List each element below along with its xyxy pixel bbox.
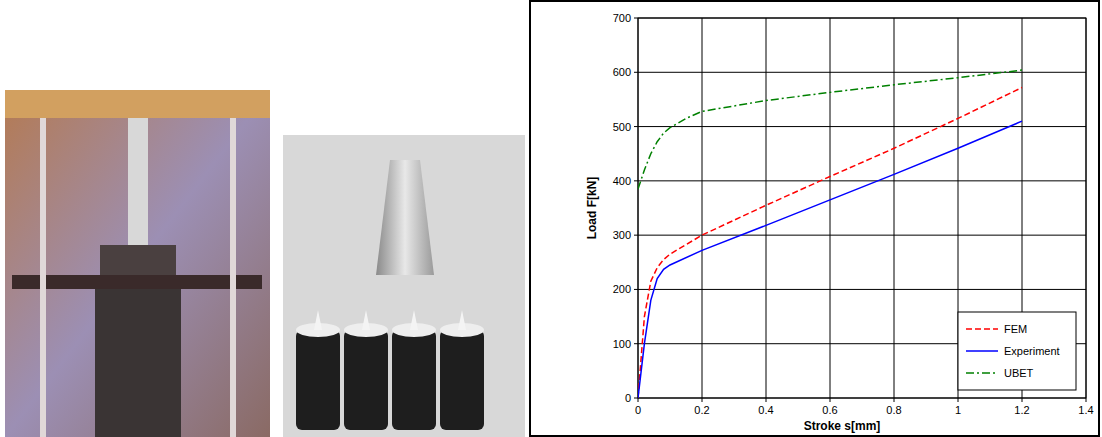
x-axis-title: Stroke s[mm] xyxy=(804,419,881,433)
page: 0 0.2 0.4 0.6 0.8 1 1.2 1.4 0 100 200 300 400 500 600 7… xyxy=(0,0,1102,437)
grid-line xyxy=(766,18,767,398)
tick-label: 0.6 xyxy=(822,404,837,416)
tick-label: 0 xyxy=(625,392,631,404)
grid-line xyxy=(830,18,831,398)
tick xyxy=(766,398,767,402)
extrusion-tip xyxy=(362,310,370,330)
grid-line xyxy=(894,18,895,398)
photo-background xyxy=(5,90,270,437)
legend-label: Experiment xyxy=(1004,345,1060,357)
die xyxy=(100,245,176,275)
chart-frame xyxy=(530,1,1099,436)
legend-swatch xyxy=(966,350,998,352)
tick-label: 1 xyxy=(955,404,961,416)
legend-label: UBET xyxy=(1004,367,1034,379)
photo-parts xyxy=(283,135,525,437)
tick xyxy=(634,72,638,73)
punch xyxy=(128,118,148,248)
legend-box xyxy=(958,312,1076,390)
photo-background xyxy=(283,135,525,437)
tick-label: 0.8 xyxy=(886,404,901,416)
legend-swatch xyxy=(966,328,998,330)
billet xyxy=(392,330,436,430)
plot-frame xyxy=(638,18,1086,398)
press-plate xyxy=(12,275,262,289)
tick-label: 300 xyxy=(613,229,631,241)
billet xyxy=(344,330,388,430)
billet xyxy=(440,330,484,430)
grid-line xyxy=(638,180,1086,181)
tick-label: 100 xyxy=(613,338,631,350)
tick-label: 1.2 xyxy=(1014,404,1029,416)
tick xyxy=(634,18,638,19)
tick xyxy=(634,398,638,399)
tick-label: 0.4 xyxy=(758,404,773,416)
tick xyxy=(634,343,638,344)
grid-line xyxy=(638,126,1086,127)
extrusion-tip xyxy=(314,310,322,330)
photo-press xyxy=(5,90,270,437)
tick xyxy=(1022,398,1023,402)
tick-label: 0 xyxy=(635,404,641,416)
legend: FEM Experiment UBET xyxy=(958,312,1076,390)
tick-label: 0.2 xyxy=(694,404,709,416)
legend-swatch xyxy=(966,372,998,374)
tick xyxy=(894,398,895,402)
billet xyxy=(296,330,340,430)
tick xyxy=(634,289,638,290)
tick-label: 600 xyxy=(613,66,631,78)
tick xyxy=(634,235,638,236)
tick-label: 700 xyxy=(613,12,631,24)
tool xyxy=(376,160,434,275)
column xyxy=(40,118,46,437)
tick-label: 200 xyxy=(613,283,631,295)
grid-line xyxy=(638,289,1086,290)
column xyxy=(230,118,236,437)
tick xyxy=(638,398,639,402)
y-axis-title: Load F[kN] xyxy=(585,177,599,240)
tick-label: 400 xyxy=(613,175,631,187)
grid-line xyxy=(638,72,1086,73)
tick xyxy=(958,398,959,402)
grid-line xyxy=(702,18,703,398)
extrusion-tip xyxy=(458,310,466,330)
die-holder xyxy=(95,289,181,437)
tick xyxy=(634,126,638,127)
tick-label: 1.4 xyxy=(1078,404,1093,416)
tick xyxy=(1086,398,1087,402)
grid-line xyxy=(638,235,1086,236)
tick xyxy=(702,398,703,402)
series-line xyxy=(638,70,1022,189)
legend-label: FEM xyxy=(1004,323,1027,335)
press-top xyxy=(5,90,270,118)
grid xyxy=(634,18,1086,402)
tick-label: 500 xyxy=(613,121,631,133)
tick xyxy=(830,398,831,402)
extrusion-tip xyxy=(410,310,418,330)
tick xyxy=(634,180,638,181)
